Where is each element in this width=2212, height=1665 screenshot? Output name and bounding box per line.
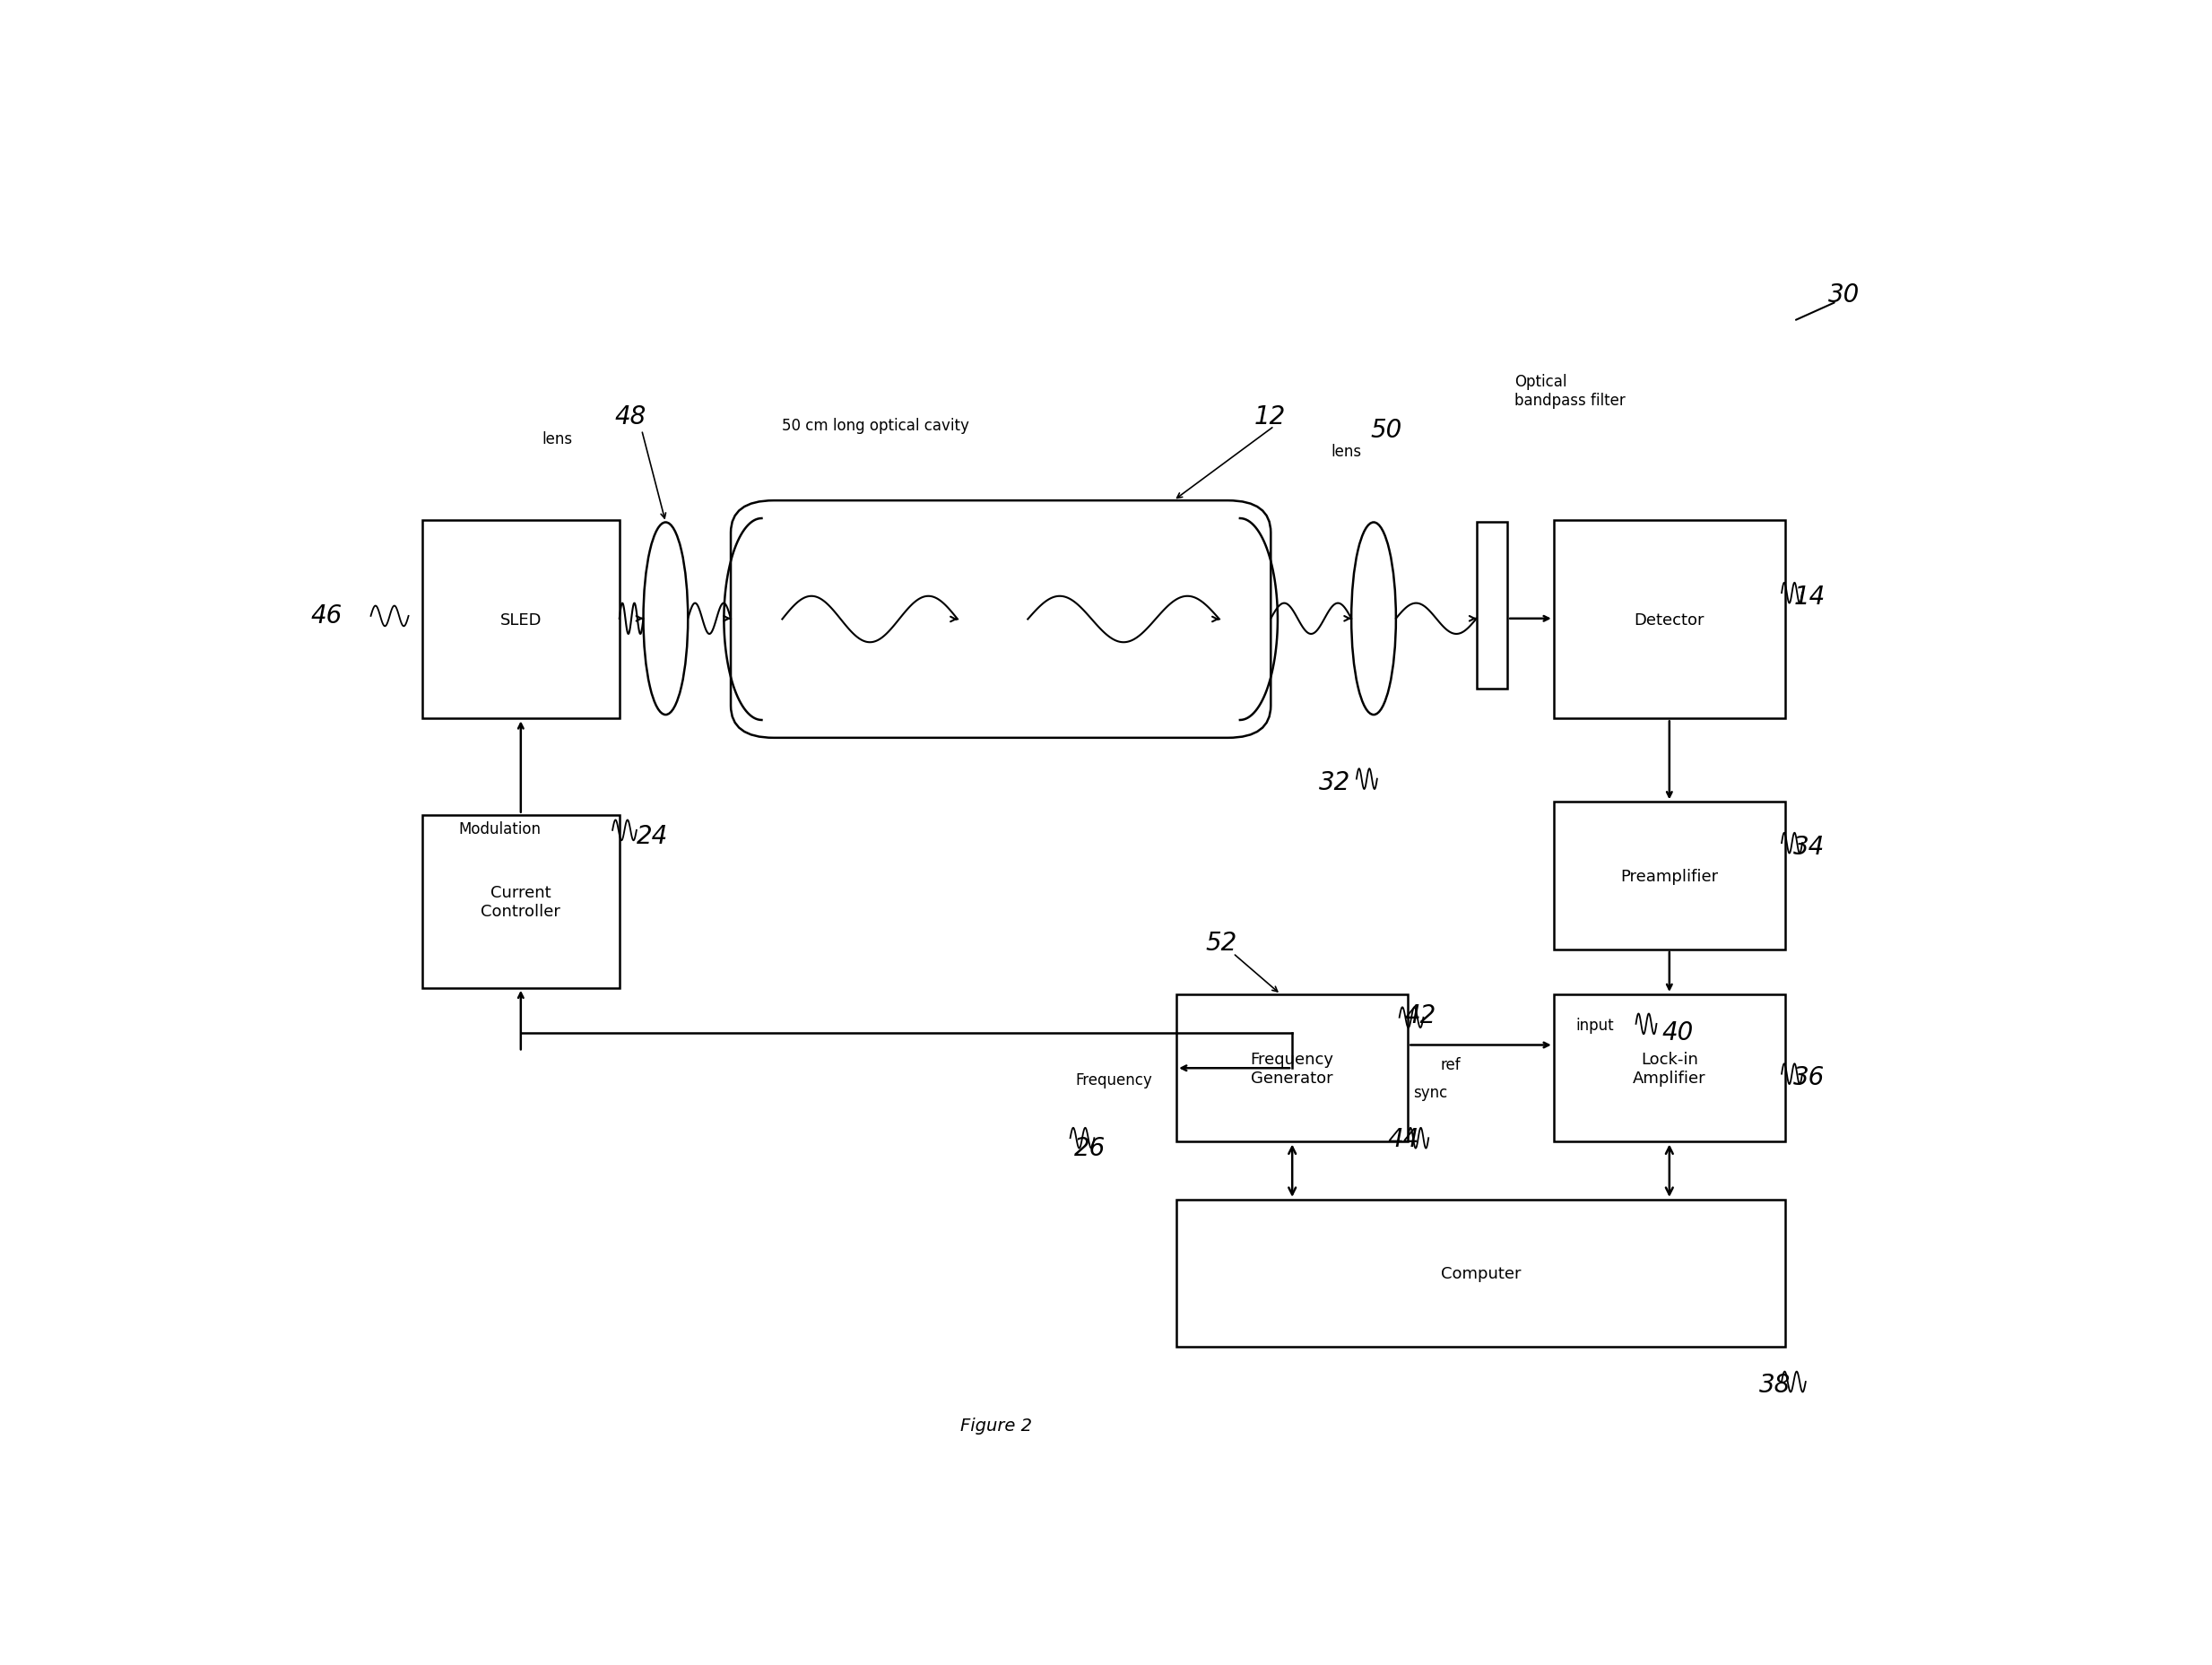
Ellipse shape bbox=[644, 523, 688, 716]
Ellipse shape bbox=[1352, 523, 1396, 716]
FancyBboxPatch shape bbox=[1553, 803, 1785, 949]
FancyBboxPatch shape bbox=[1478, 523, 1506, 689]
FancyBboxPatch shape bbox=[1177, 1200, 1785, 1347]
Text: input: input bbox=[1575, 1017, 1615, 1032]
Text: 24: 24 bbox=[637, 824, 668, 849]
Text: 48: 48 bbox=[615, 405, 646, 430]
Text: Detector: Detector bbox=[1635, 611, 1705, 628]
Text: 32: 32 bbox=[1318, 769, 1349, 794]
Text: Frequency: Frequency bbox=[1075, 1072, 1152, 1087]
FancyBboxPatch shape bbox=[1177, 994, 1409, 1142]
FancyBboxPatch shape bbox=[730, 501, 1272, 738]
FancyBboxPatch shape bbox=[422, 816, 619, 989]
Text: Preamplifier: Preamplifier bbox=[1621, 867, 1719, 884]
Text: 12: 12 bbox=[1254, 405, 1285, 430]
Text: Frequency
Generator: Frequency Generator bbox=[1250, 1051, 1334, 1086]
Text: 42: 42 bbox=[1405, 1002, 1436, 1029]
Text: Current
Controller: Current Controller bbox=[480, 884, 560, 919]
Text: sync: sync bbox=[1413, 1084, 1447, 1101]
FancyBboxPatch shape bbox=[422, 519, 619, 719]
Text: 38: 38 bbox=[1759, 1372, 1792, 1397]
Text: SLED: SLED bbox=[500, 611, 542, 628]
Text: 36: 36 bbox=[1794, 1064, 1825, 1091]
Text: ref: ref bbox=[1440, 1057, 1460, 1072]
Text: 50 cm long optical cavity: 50 cm long optical cavity bbox=[783, 418, 969, 435]
Text: 44: 44 bbox=[1387, 1126, 1418, 1151]
FancyBboxPatch shape bbox=[1553, 994, 1785, 1142]
Text: Computer: Computer bbox=[1440, 1265, 1522, 1282]
Text: Optical
bandpass filter: Optical bandpass filter bbox=[1515, 373, 1626, 408]
Text: 26: 26 bbox=[1073, 1136, 1106, 1161]
Text: 52: 52 bbox=[1206, 931, 1237, 956]
Text: 34: 34 bbox=[1794, 834, 1825, 859]
Text: Figure 2: Figure 2 bbox=[960, 1417, 1033, 1434]
Text: 40: 40 bbox=[1661, 1021, 1692, 1046]
Text: 30: 30 bbox=[1827, 283, 1860, 308]
Text: 50: 50 bbox=[1369, 418, 1402, 443]
FancyBboxPatch shape bbox=[1553, 519, 1785, 719]
Text: Lock-in
Amplifier: Lock-in Amplifier bbox=[1632, 1051, 1705, 1086]
Text: lens: lens bbox=[1332, 443, 1360, 460]
Text: 14: 14 bbox=[1794, 584, 1825, 609]
Text: lens: lens bbox=[542, 431, 573, 446]
Text: 46: 46 bbox=[310, 603, 343, 628]
Text: Modulation: Modulation bbox=[458, 821, 540, 837]
